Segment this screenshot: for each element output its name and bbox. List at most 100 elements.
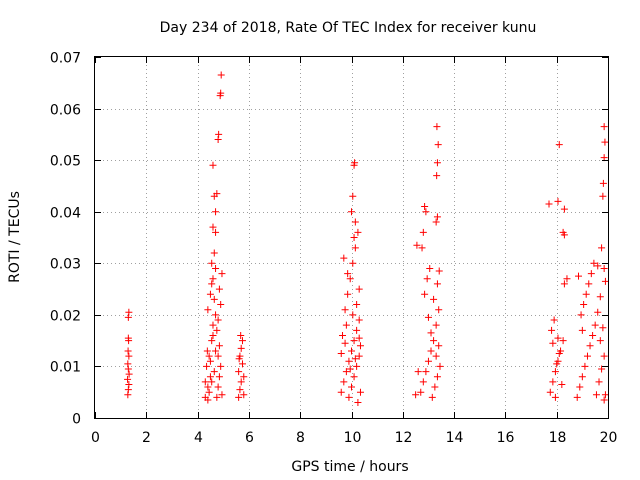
y-tick-label: 0.02 xyxy=(50,309,81,325)
data-point xyxy=(212,347,220,355)
data-point xyxy=(591,321,599,329)
data-point xyxy=(581,362,589,370)
data-point xyxy=(427,329,435,337)
data-point xyxy=(599,179,607,187)
x-tick-label: 2 xyxy=(142,430,151,446)
x-tick-label: 16 xyxy=(497,430,515,446)
y-tick-label: 0.01 xyxy=(50,360,81,376)
data-point xyxy=(433,172,441,180)
data-point xyxy=(353,326,361,334)
data-point xyxy=(578,373,586,381)
data-point xyxy=(596,337,604,345)
data-point xyxy=(350,373,358,381)
data-point xyxy=(560,231,568,239)
data-point xyxy=(601,391,609,399)
data-point xyxy=(435,342,443,350)
data-point xyxy=(356,342,364,350)
data-point xyxy=(210,368,218,376)
data-point xyxy=(355,316,363,324)
data-point xyxy=(578,326,586,334)
data-point xyxy=(349,259,357,267)
data-point xyxy=(215,130,223,138)
data-point xyxy=(435,267,443,275)
data-point xyxy=(596,293,604,301)
data-point xyxy=(124,375,132,383)
data-point xyxy=(577,311,585,319)
x-axis-label: GPS time / hours xyxy=(291,459,408,475)
data-point xyxy=(345,357,353,365)
x-tick-label: 10 xyxy=(344,430,362,446)
data-point xyxy=(433,280,441,288)
data-point xyxy=(549,339,557,347)
data-point xyxy=(600,154,608,162)
data-point xyxy=(341,306,349,314)
data-point xyxy=(426,264,434,272)
data-point xyxy=(432,321,440,329)
data-point xyxy=(545,200,553,208)
data-point xyxy=(600,396,608,404)
data-point xyxy=(549,378,557,386)
data-point xyxy=(589,331,597,339)
data-point xyxy=(428,393,436,401)
data-point xyxy=(217,362,225,370)
data-point xyxy=(354,399,362,407)
data-point xyxy=(555,350,563,358)
data-point xyxy=(215,342,223,350)
data-point xyxy=(235,368,243,376)
data-point xyxy=(350,337,358,345)
data-point xyxy=(349,311,357,319)
data-point xyxy=(237,331,245,339)
data-point xyxy=(350,234,358,241)
x-tick-label: 6 xyxy=(245,430,254,446)
plot-frame xyxy=(94,56,609,419)
data-point xyxy=(356,388,364,396)
y-tick-label: 0.03 xyxy=(50,257,81,273)
data-point xyxy=(576,383,584,391)
data-point xyxy=(204,396,212,404)
data-point xyxy=(209,331,217,339)
data-point xyxy=(412,391,420,399)
y-tick-labels: 0 0.01 0.02 0.03 0.04 0.05 0.06 0.07 xyxy=(50,51,81,428)
data-point xyxy=(560,205,568,213)
data-point xyxy=(434,141,442,149)
data-point xyxy=(422,368,430,376)
x-tick-label: 18 xyxy=(549,430,567,446)
data-point xyxy=(413,241,421,249)
data-point xyxy=(341,339,349,347)
data-point xyxy=(214,136,222,144)
data-point xyxy=(210,295,218,303)
data-point xyxy=(355,334,363,342)
data-point xyxy=(348,347,355,355)
data-point xyxy=(208,280,216,288)
x-tick-label: 4 xyxy=(194,430,203,446)
data-point xyxy=(353,362,361,370)
data-point xyxy=(594,308,602,316)
data-point xyxy=(240,391,248,399)
data-point xyxy=(355,285,363,293)
y-tick-label: 0.04 xyxy=(50,206,81,222)
data-point xyxy=(432,352,440,360)
data-point xyxy=(125,352,133,360)
data-point xyxy=(205,388,213,396)
data-point xyxy=(421,290,429,298)
data-point xyxy=(124,391,132,399)
data-point xyxy=(208,337,216,345)
data-point xyxy=(204,306,212,314)
data-point xyxy=(206,373,214,381)
data-point xyxy=(348,208,355,216)
data-point xyxy=(418,244,426,252)
data-point xyxy=(238,337,246,345)
data-point xyxy=(436,362,444,370)
data-point xyxy=(209,321,217,329)
data-point xyxy=(421,203,429,211)
data-point xyxy=(559,337,567,345)
data-point xyxy=(585,280,593,288)
data-point xyxy=(600,123,608,131)
data-point xyxy=(124,313,132,321)
data-point xyxy=(424,313,432,321)
data-point xyxy=(212,208,220,216)
y-tick-label: 0.07 xyxy=(50,51,81,67)
data-point xyxy=(209,223,217,231)
data-point xyxy=(337,350,345,358)
